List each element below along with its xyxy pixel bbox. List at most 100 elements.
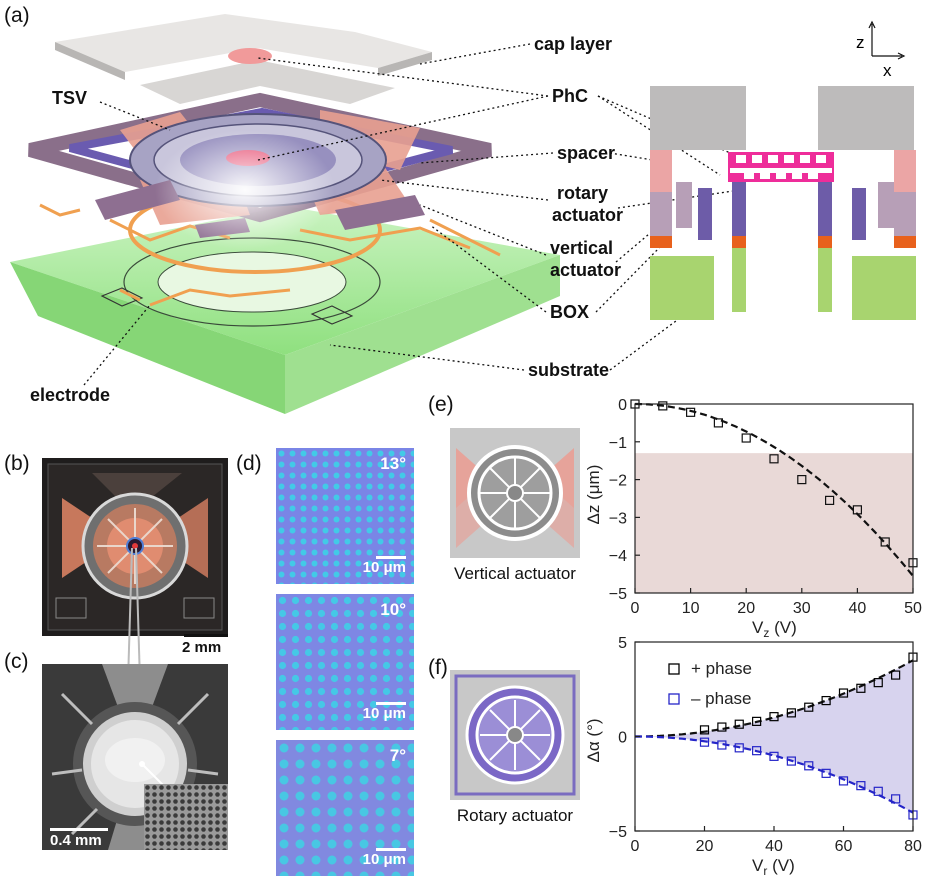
substrate-slab — [10, 206, 560, 414]
box-left — [650, 236, 672, 248]
substrate-left — [650, 256, 714, 320]
data-point — [856, 683, 866, 693]
chart-vertical-displacement: 0 10 20 30 40 50 0 −1 −2 −3 −4 −5 Vz (V) Δz (μm) — [584, 397, 922, 637]
data-point — [699, 725, 710, 735]
twist-angle-7: 7° — [389, 746, 406, 765]
spacer-left — [650, 150, 672, 192]
data-point — [717, 722, 727, 732]
data-point — [734, 743, 744, 753]
rotary-left-outer — [698, 188, 712, 240]
vertical-actuator-schematic — [450, 428, 580, 558]
data-point — [873, 678, 883, 688]
data-point — [821, 768, 831, 778]
substrate-right-post — [818, 248, 832, 312]
data-point — [713, 418, 723, 428]
data-point — [741, 433, 751, 443]
cap-layer-slab — [55, 14, 432, 104]
data-point — [804, 761, 814, 771]
scalebar-d-3: 10 μm — [363, 848, 406, 868]
vertical-comb-right — [878, 182, 894, 228]
scalebar-d-1: 10 μm — [363, 556, 406, 576]
y-tick-label: −4 — [609, 548, 627, 565]
data-point — [825, 495, 835, 505]
y-tick-label: −3 — [609, 510, 627, 527]
rotary-right-outer — [852, 188, 866, 240]
box-left-inner — [732, 236, 746, 248]
x-tick-label: 20 — [696, 838, 714, 855]
shaded-region — [635, 453, 913, 593]
scalebar-c-line — [50, 828, 108, 831]
scalebar-d-3-label: 10 μm — [362, 851, 406, 868]
label-phc: PhC — [552, 86, 588, 106]
data-point — [891, 794, 901, 804]
data-point — [856, 781, 866, 791]
x-tick-label: 0 — [631, 600, 640, 617]
y-axis-label: Δz (μm) — [584, 465, 603, 525]
x-tick-label: 40 — [849, 600, 867, 617]
label-rotary-2: actuator — [552, 205, 624, 225]
scalebar-d-2-label: 10 μm — [362, 705, 406, 722]
fit-curve-0 — [635, 659, 914, 738]
cross-section-diagram: z x — [650, 20, 916, 320]
scalebar-b-line — [184, 634, 228, 637]
data-point — [786, 756, 796, 766]
label-cap-layer: cap layer — [534, 34, 613, 54]
label-electrode: electrode — [30, 385, 111, 405]
twist-angle-13: 13° — [380, 454, 406, 473]
x-tick-label: 80 — [904, 838, 922, 855]
moire-image-1: 13° 10 μm — [276, 448, 414, 584]
axis-x-label: x — [883, 61, 892, 80]
light-glow — [155, 130, 335, 250]
caption-rotary-actuator: Rotary actuator — [456, 806, 574, 825]
box-right — [894, 236, 916, 248]
vertical-left — [650, 192, 672, 236]
x-axis-label: Vz (V) — [752, 618, 797, 637]
x-axis-label: Vr (V) — [752, 856, 795, 878]
substrate-right — [852, 256, 916, 320]
cap-right — [818, 86, 914, 150]
spacer-right — [894, 150, 916, 192]
panel-label-e: (e) — [428, 393, 454, 416]
label-box: BOX — [550, 302, 590, 322]
twist-angle-10: 10° — [380, 600, 406, 619]
data-point — [769, 751, 779, 761]
data-point — [786, 708, 796, 718]
vertical-comb-left — [676, 182, 692, 228]
plot-frame — [634, 403, 914, 594]
shaded-region — [635, 660, 913, 813]
data-point — [685, 407, 696, 417]
data-point — [797, 474, 807, 485]
data-point — [880, 537, 890, 547]
x-tick-label: 30 — [793, 600, 811, 617]
scalebar-d-1-label: 10 μm — [362, 559, 406, 576]
scalebar-c-inset-line — [220, 868, 240, 870]
y-axis-label: Δα (°) — [584, 718, 603, 762]
y-tick-label: 5 — [618, 636, 627, 652]
box-right-inner — [818, 236, 832, 248]
x-tick-label: 40 — [765, 838, 783, 855]
moire-image-3: 7° 10 μm — [276, 740, 414, 876]
fit-curve-0 — [635, 402, 914, 577]
moire-image-2: 10° 10 μm — [276, 594, 414, 730]
caption-vertical-actuator: Vertical actuator — [454, 564, 576, 583]
panel-label-f: (f) — [428, 656, 448, 679]
scalebar-c-label: 0.4 mm — [50, 832, 102, 849]
cap-left — [650, 86, 746, 150]
data-point — [699, 737, 710, 747]
x-tick-label: 0 — [631, 838, 640, 855]
rotary-actuator-schematic — [450, 670, 580, 800]
panel-label-d: (d) — [236, 452, 262, 475]
phc-layers — [728, 152, 834, 182]
sem-inset — [144, 784, 228, 850]
x-tick-label: 50 — [904, 600, 922, 617]
rotary-right-inner — [818, 182, 832, 244]
data-point — [752, 716, 762, 726]
data-point — [769, 454, 779, 464]
y-tick-label: −2 — [609, 473, 627, 490]
scalebar-d-2: 10 μm — [363, 702, 406, 722]
y-tick-label: −5 — [609, 824, 627, 841]
legend-marker — [668, 693, 680, 705]
y-tick-label: −5 — [609, 586, 627, 603]
scalebar-b-label: 2 mm — [182, 639, 222, 656]
